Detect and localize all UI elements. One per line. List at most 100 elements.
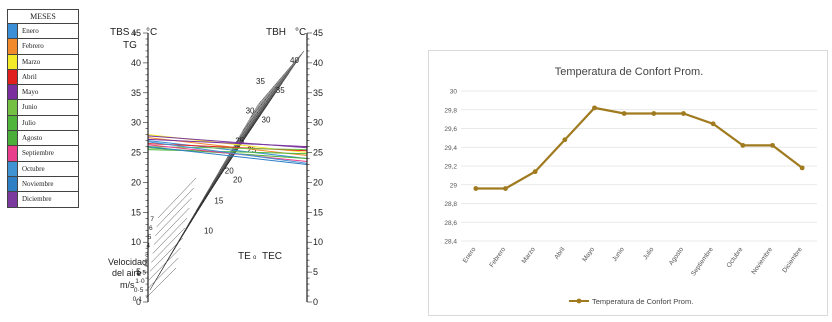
velocity-line bbox=[148, 247, 181, 281]
velocity-line bbox=[157, 177, 197, 219]
velocity-value-label: 0·5 bbox=[134, 287, 144, 294]
month-line bbox=[147, 149, 308, 155]
te-value-label: 35 bbox=[256, 77, 265, 86]
month-line bbox=[147, 135, 308, 149]
x-tick-label: Abril bbox=[553, 246, 567, 261]
velocity-value-label: 6 bbox=[149, 225, 153, 232]
tbs-label: TBS bbox=[110, 27, 130, 38]
tbh-tick-label: 25 bbox=[313, 148, 323, 158]
legend-swatch bbox=[8, 24, 18, 39]
te-value-label: 15 bbox=[214, 196, 223, 205]
velocity-value-label: 3 bbox=[145, 252, 149, 259]
x-tick-label: Noviembre bbox=[750, 246, 774, 276]
chart-legend: Temperatura de Confort Prom. bbox=[569, 297, 693, 306]
x-tick-label: Marzo bbox=[521, 246, 537, 265]
data-point bbox=[740, 142, 746, 148]
y-tick-label: 29,2 bbox=[444, 164, 457, 171]
legend-label: Temperatura de Confort Prom. bbox=[592, 297, 693, 306]
tbs-tick-label: 20 bbox=[131, 177, 141, 187]
data-point bbox=[532, 169, 538, 175]
tbh-tick-label: 20 bbox=[313, 177, 323, 187]
te-tec-separator: o bbox=[253, 255, 257, 261]
te-value-label: 20 bbox=[225, 166, 234, 175]
legend-item: Septiembre bbox=[8, 146, 78, 162]
legend-item: Julio bbox=[8, 115, 78, 132]
effective-temperature-nomogram: 0·10·51·01·52345671015202530352025303540… bbox=[108, 27, 323, 307]
legend-marker-swatch bbox=[576, 298, 582, 304]
data-point bbox=[710, 121, 716, 127]
data-point bbox=[770, 142, 775, 148]
velocity-unit: m/s bbox=[120, 280, 135, 290]
legend-swatch bbox=[8, 54, 18, 69]
legend-month-name: Octubre bbox=[22, 164, 45, 173]
inner-value-label: 25 bbox=[247, 146, 256, 155]
x-tick-label: Junio bbox=[611, 246, 626, 263]
velocity-value-label: 2 bbox=[144, 260, 148, 267]
x-tick-label: Enero bbox=[462, 246, 478, 265]
y-tick-label: 29,4 bbox=[444, 145, 457, 152]
legend-month-name: Marzo bbox=[22, 57, 41, 66]
tec-label: TEC bbox=[262, 251, 282, 262]
legend-item: Marzo bbox=[8, 54, 78, 70]
legend-title: MESES bbox=[8, 10, 78, 24]
tbs-tick-label: 10 bbox=[131, 237, 141, 247]
tbs-unit: °C bbox=[146, 27, 157, 38]
y-tick-label: 28,4 bbox=[444, 239, 457, 246]
velocity-line bbox=[155, 197, 192, 236]
legend-swatch bbox=[8, 161, 18, 176]
te-value-label: 25 bbox=[235, 137, 244, 146]
month-line bbox=[147, 140, 308, 160]
tbs-tick-label: 25 bbox=[131, 148, 141, 158]
legend-item: Noviembre bbox=[8, 176, 78, 193]
tbh-tick-label: 10 bbox=[313, 237, 323, 247]
y-tick-label: 30 bbox=[450, 89, 458, 96]
tbs-tick-label: 5 bbox=[136, 267, 141, 277]
tbs-tick-label: 35 bbox=[131, 88, 141, 98]
legend-item: Diciembre bbox=[8, 192, 78, 207]
legend-item: Agosto bbox=[8, 131, 78, 147]
data-point bbox=[621, 111, 627, 116]
series-line bbox=[475, 106, 803, 190]
y-tick-label: 28,8 bbox=[444, 201, 457, 208]
x-tick-label: Diciembre bbox=[781, 246, 804, 274]
legend-swatch bbox=[8, 192, 18, 207]
x-tick-label: Febrero bbox=[488, 246, 507, 269]
legend-item: Octubre bbox=[8, 161, 78, 177]
velocity-value-label: 7 bbox=[150, 216, 154, 223]
legend-swatch bbox=[8, 69, 18, 85]
data-point bbox=[799, 165, 805, 171]
tbh-tick-label: 35 bbox=[313, 88, 323, 98]
tbh-tick-label: 15 bbox=[313, 207, 323, 217]
tbh-unit: °C bbox=[295, 27, 306, 38]
data-point bbox=[681, 111, 686, 116]
tbh-tick-label: 30 bbox=[313, 118, 323, 128]
x-tick-label: Septiembre bbox=[690, 246, 715, 278]
legend-month-name: Junio bbox=[22, 103, 38, 112]
tbs-tick-label: 15 bbox=[131, 207, 141, 217]
legend-month-name: Mayo bbox=[22, 88, 39, 97]
velocity-line bbox=[153, 207, 190, 245]
y-tick-label: 28,6 bbox=[444, 220, 457, 227]
legend-month-name: Diciembre bbox=[22, 195, 52, 204]
tbs-tick-label: 45 bbox=[131, 28, 141, 38]
tbh-tick-label: 0 bbox=[313, 297, 318, 307]
tbh-tick-label: 40 bbox=[313, 58, 323, 68]
y-tick-label: 29,6 bbox=[444, 126, 457, 133]
y-tick-label: 29 bbox=[450, 182, 458, 189]
tbh-tick-label: 45 bbox=[313, 28, 323, 38]
tbh-label: TBH bbox=[266, 27, 286, 38]
te-value-label: 10 bbox=[204, 226, 213, 235]
inner-value-label: 40 bbox=[290, 56, 299, 65]
legend-swatch bbox=[8, 39, 18, 54]
tg-label: TG bbox=[123, 40, 137, 51]
data-point bbox=[503, 186, 508, 191]
chart-title: Temperatura de Confort Prom. bbox=[555, 66, 704, 78]
legend-month-name: Febrero bbox=[22, 42, 44, 51]
inner-value-label: 30 bbox=[262, 116, 271, 125]
velocity-line bbox=[152, 217, 188, 254]
legend-swatch bbox=[8, 146, 18, 161]
data-point bbox=[592, 105, 597, 111]
comfort-temperature-chart: Temperatura de Confort Prom. 28,4 28,6 28,… bbox=[428, 50, 828, 316]
legend-swatch bbox=[8, 100, 18, 115]
month-line bbox=[147, 141, 308, 164]
